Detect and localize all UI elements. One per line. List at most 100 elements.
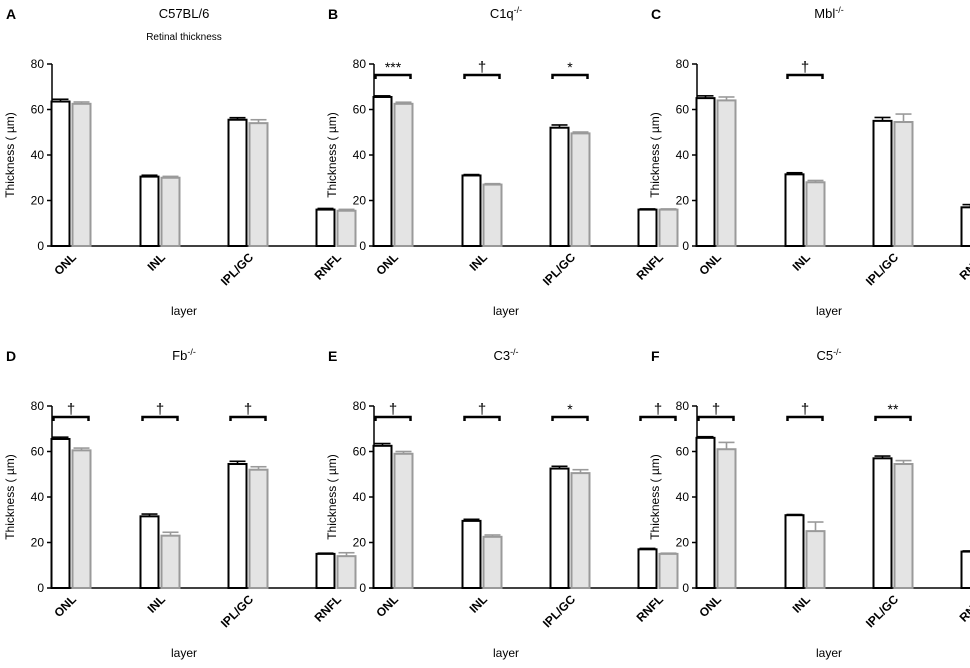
bar-control-onl: [697, 98, 715, 246]
x-tick-label-onl: ONL: [696, 592, 724, 620]
x-axis-label: layer: [171, 304, 197, 318]
y-axis-label: Thickness ( µm): [3, 112, 17, 198]
y-axis-label: Thickness ( µm): [648, 112, 662, 198]
x-tick-label-rnfl: RNFL: [957, 250, 970, 283]
chart-subtitle: Retinal thickness: [146, 32, 222, 43]
x-axis-label: layer: [816, 646, 842, 660]
x-tick-label-rnfl: RNFL: [634, 592, 667, 625]
x-tick-label-inl: INL: [467, 592, 491, 616]
x-tick-label-inl: INL: [145, 250, 169, 274]
bar-treated-ipl-gc: [572, 473, 590, 588]
significance-marker-inl: †: [478, 401, 486, 418]
bar-treated-onl: [395, 104, 413, 246]
panel-letter: E: [328, 348, 337, 364]
chart-title: C3-/-: [493, 347, 518, 363]
x-tick-label-inl: INL: [145, 592, 169, 616]
x-tick-label-ipl-gc: IPL/GC: [218, 592, 256, 630]
y-tick-label: 80: [31, 399, 45, 413]
bar-control-inl: [786, 515, 804, 588]
bar-control-ipl-gc: [874, 458, 892, 588]
bar-control-inl: [463, 521, 481, 588]
significance-bracket-onl: [376, 75, 411, 79]
y-tick-label: 60: [31, 445, 45, 459]
y-tick-label: 40: [676, 148, 690, 162]
y-axis-label: Thickness ( µm): [648, 454, 662, 540]
y-tick-label: 20: [353, 194, 367, 208]
significance-marker-inl: †: [801, 401, 809, 418]
x-tick-label-rnfl: RNFL: [634, 250, 667, 283]
x-tick-label-inl: INL: [467, 250, 491, 274]
bar-treated-onl: [718, 100, 736, 246]
bar-control-ipl-gc: [229, 464, 247, 588]
significance-marker-inl: †: [478, 59, 486, 76]
bar-control-ipl-gc: [551, 469, 569, 588]
significance-bracket-ipl-gc: [876, 417, 911, 421]
bar-treated-onl: [395, 454, 413, 588]
panel-letter: B: [328, 6, 338, 22]
bar-treated-inl: [807, 182, 825, 246]
bar-treated-rnfl: [338, 211, 356, 246]
significance-marker-inl: †: [156, 401, 164, 418]
y-tick-label: 60: [31, 103, 45, 117]
x-tick-label-rnfl: RNFL: [957, 592, 970, 625]
significance-marker-ipl-gc: †: [244, 401, 252, 418]
bar-treated-onl: [73, 450, 91, 588]
bar-control-rnfl: [962, 207, 970, 246]
y-tick-label: 40: [676, 490, 690, 504]
y-tick-label: 80: [676, 399, 690, 413]
bar-treated-ipl-gc: [250, 123, 268, 246]
y-tick-label: 0: [37, 581, 44, 595]
x-tick-label-ipl-gc: IPL/GC: [863, 592, 901, 630]
y-tick-label: 20: [676, 194, 690, 208]
x-tick-label-ipl-gc: IPL/GC: [540, 250, 578, 288]
bar-treated-rnfl: [338, 556, 356, 588]
panel-letter: A: [6, 6, 16, 22]
bar-control-rnfl: [317, 210, 335, 246]
y-tick-label: 80: [353, 399, 367, 413]
x-tick-label-onl: ONL: [696, 250, 724, 278]
chart-title: C5-/-: [816, 347, 841, 363]
y-tick-label: 40: [353, 490, 367, 504]
bar-treated-onl: [73, 104, 91, 246]
significance-marker-onl: ***: [385, 59, 402, 75]
y-tick-label: 80: [353, 57, 367, 71]
bar-control-rnfl: [639, 210, 657, 246]
significance-marker-ipl-gc: **: [888, 401, 899, 417]
y-tick-label: 20: [676, 536, 690, 550]
chart-title: Fb-/-: [172, 347, 196, 363]
bar-control-onl: [374, 97, 392, 246]
x-tick-label-onl: ONL: [51, 592, 79, 620]
bar-treated-rnfl: [660, 554, 678, 588]
x-tick-label-inl: INL: [790, 250, 814, 274]
y-tick-label: 40: [31, 490, 45, 504]
y-tick-label: 20: [31, 194, 45, 208]
significance-marker-onl: †: [712, 401, 720, 418]
bar-treated-inl: [162, 178, 180, 246]
bar-control-ipl-gc: [874, 121, 892, 246]
bar-control-ipl-gc: [551, 128, 569, 246]
y-tick-label: 80: [676, 57, 690, 71]
significance-marker-ipl-gc: *: [567, 59, 573, 75]
x-tick-label-ipl-gc: IPL/GC: [218, 250, 256, 288]
y-tick-label: 0: [682, 239, 689, 253]
y-tick-label: 60: [353, 103, 367, 117]
bar-control-ipl-gc: [229, 120, 247, 246]
x-axis-label: layer: [171, 646, 197, 660]
x-tick-label-onl: ONL: [373, 250, 401, 278]
x-tick-label-rnfl: RNFL: [312, 592, 345, 625]
significance-bracket-ipl-gc: [553, 417, 588, 421]
bar-treated-inl: [484, 537, 502, 588]
x-axis-label: layer: [816, 304, 842, 318]
x-tick-label-ipl-gc: IPL/GC: [863, 250, 901, 288]
bar-treated-ipl-gc: [895, 122, 913, 246]
panel-letter: C: [651, 6, 661, 22]
significance-marker-onl: †: [389, 401, 397, 418]
y-tick-label: 0: [359, 581, 366, 595]
bar-treated-onl: [718, 449, 736, 588]
